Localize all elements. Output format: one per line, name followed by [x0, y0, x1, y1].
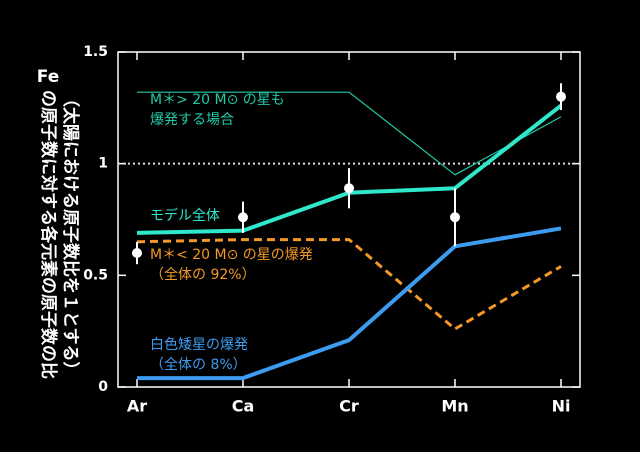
series-line [136, 238, 562, 331]
y-label: の原子数に対する各元素の原子数の比 [38, 90, 59, 379]
y-tick-label: 1 [98, 156, 108, 172]
series-label: （全体の 8%） [150, 356, 247, 373]
series-line [137, 226, 562, 381]
x-tick-label: Ni [552, 397, 571, 416]
series-label: 爆発する場合 [150, 112, 234, 128]
x-tick-label: Mn [441, 397, 468, 416]
series-line [137, 91, 562, 176]
series-label: M＊> 20 M⊙ の星も [150, 92, 285, 108]
y-label: （太陽における原子数比を１とする） [60, 90, 81, 379]
observed-point [238, 212, 248, 223]
series-label: 白色矮星の爆発 [150, 336, 248, 353]
y-tick-label: 0.5 [83, 267, 108, 283]
series-label: M＊< 20 M⊙ の星の爆発 [150, 247, 313, 263]
x-tick-label: Cr [339, 397, 359, 416]
series-label: （全体の 92%） [150, 266, 256, 283]
observed-point [556, 91, 566, 102]
y-label: Fe [37, 67, 59, 87]
x-tick-label: Ar [127, 397, 147, 416]
x-tick-label: Ca [232, 397, 255, 416]
series-label: モデル全体 [150, 207, 220, 224]
observed-point [450, 212, 460, 223]
y-tick-label: 1.5 [83, 44, 108, 60]
y-tick-label: 0 [98, 379, 108, 395]
observed-point [132, 248, 142, 258]
observed-point [344, 183, 354, 194]
